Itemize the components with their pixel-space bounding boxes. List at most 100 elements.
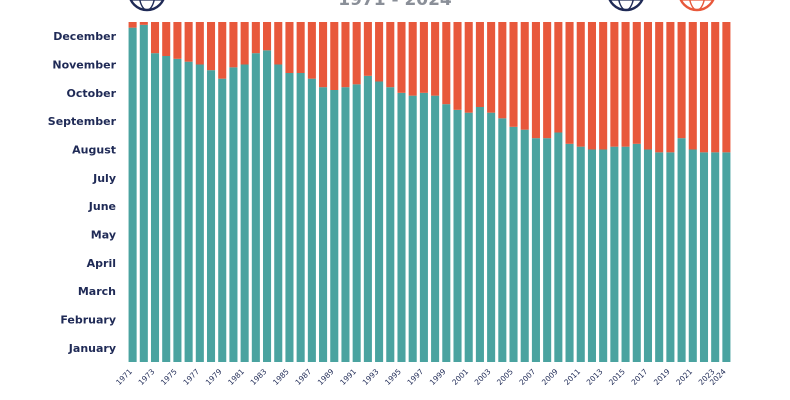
bar-teal-1986 — [296, 73, 305, 362]
bar-orange-2000 — [453, 22, 462, 110]
bar-teal-1976 — [184, 61, 193, 363]
bar-teal-2019 — [666, 152, 675, 362]
year-label-2021: 2021 — [674, 367, 694, 387]
month-label-january: January — [68, 342, 116, 355]
bar-orange-2011 — [576, 22, 585, 147]
month-label-march: March — [78, 285, 116, 298]
bar-orange-2012 — [587, 22, 596, 150]
bar-orange-2018 — [655, 22, 664, 153]
bar-orange-1973 — [150, 22, 160, 54]
bar-orange-2009 — [554, 22, 563, 133]
year-label-2001: 2001 — [450, 367, 470, 387]
bar-teal-2021 — [688, 149, 697, 362]
year-label-1995: 1995 — [383, 367, 403, 387]
month-label-april: April — [87, 257, 116, 270]
bar-teal-1993 — [375, 81, 384, 362]
month-label-august: August — [72, 144, 116, 157]
bar-orange-2013 — [599, 22, 608, 150]
bar-orange-1992 — [363, 22, 372, 76]
bar-orange-1991 — [352, 22, 361, 85]
bar-orange-2016 — [632, 22, 641, 144]
year-label-2019: 2019 — [652, 367, 672, 387]
bar-teal-2017 — [643, 149, 653, 362]
bar-orange-1972 — [139, 22, 148, 25]
bar-orange-1975 — [173, 22, 182, 59]
bar-teal-1980 — [229, 67, 238, 362]
year-label-1979: 1979 — [204, 367, 224, 387]
year-label-2005: 2005 — [495, 367, 515, 387]
bar-teal-1983 — [263, 50, 272, 362]
bar-orange-2001 — [464, 22, 473, 113]
month-label-may: May — [91, 229, 116, 242]
bar-orange-1976 — [184, 22, 193, 62]
bar-orange-2007 — [531, 22, 540, 139]
bar-teal-1979 — [218, 78, 227, 363]
year-label-2015: 2015 — [607, 367, 627, 387]
bar-orange-1987 — [307, 22, 316, 79]
year-label-1985: 1985 — [271, 367, 291, 387]
year-label-1989: 1989 — [316, 367, 336, 387]
month-label-october: October — [67, 87, 117, 100]
x-axis-labels: 1971 1973 1975 1977 1979 1981 1983 1985 1987 1989… — [114, 367, 728, 387]
bar-teal-2022 — [699, 152, 709, 362]
bars — [128, 22, 731, 363]
bar-teal-1977 — [195, 64, 204, 362]
month-label-june: June — [88, 200, 116, 213]
bar-orange-2020 — [677, 22, 686, 139]
bar-teal-1978 — [206, 70, 216, 363]
bar-orange-1980 — [229, 22, 238, 68]
bar-orange-1981 — [240, 22, 249, 65]
bar-orange-2004 — [498, 22, 507, 119]
year-label-1971: 1971 — [114, 367, 134, 387]
bar-teal-1981 — [240, 64, 249, 362]
bar-teal-2003 — [487, 112, 496, 362]
bar-orange-1999 — [442, 22, 451, 105]
bar-orange-1996 — [408, 22, 417, 96]
bar-teal-1985 — [285, 73, 294, 362]
bar-orange-1982 — [251, 22, 260, 54]
bar-teal-1989 — [330, 90, 339, 362]
bar-orange-2003 — [487, 22, 496, 113]
bar-teal-1974 — [162, 56, 171, 362]
bar-orange-1998 — [431, 22, 440, 96]
globe-icon-3 — [679, 0, 715, 12]
month-label-july: July — [92, 172, 116, 185]
year-label-1993: 1993 — [361, 367, 381, 387]
bar-teal-2023 — [711, 152, 720, 362]
year-label-1981: 1981 — [226, 367, 246, 387]
bar-teal-1988 — [319, 87, 328, 363]
bar-orange-2002 — [475, 22, 484, 107]
bar-orange-2019 — [666, 22, 675, 153]
bar-orange-1984 — [274, 22, 283, 65]
bar-orange-2006 — [520, 22, 529, 130]
year-label-2003: 2003 — [473, 367, 493, 387]
bar-teal-2007 — [531, 138, 540, 362]
chart-subtitle: 1971 - 2024 — [338, 0, 452, 10]
bar-orange-1979 — [218, 22, 227, 79]
year-label-1973: 1973 — [137, 367, 157, 387]
bar-orange-1971 — [128, 22, 137, 28]
bar-teal-2011 — [576, 146, 585, 362]
bar-teal-2012 — [587, 149, 596, 362]
year-label-1975: 1975 — [159, 367, 179, 387]
bar-teal-1975 — [173, 58, 182, 362]
bar-teal-1973 — [150, 53, 160, 363]
bar-teal-2016 — [632, 143, 641, 362]
bar-teal-2001 — [464, 112, 473, 362]
month-label-february: February — [60, 314, 116, 327]
year-label-1991: 1991 — [338, 367, 358, 387]
bar-teal-2008 — [543, 138, 552, 362]
bar-teal-2020 — [677, 138, 686, 362]
bar-orange-1988 — [319, 22, 328, 88]
bar-teal-1982 — [251, 53, 260, 363]
bar-orange-2021 — [688, 22, 697, 150]
bar-orange-1985 — [285, 22, 294, 73]
bar-orange-1983 — [263, 22, 272, 51]
bar-teal-1972 — [139, 24, 148, 363]
logos — [129, 0, 715, 12]
bar-orange-2008 — [543, 22, 552, 139]
bar-teal-2013 — [599, 149, 608, 362]
bar-teal-1995 — [397, 92, 406, 362]
year-label-1997: 1997 — [405, 367, 425, 387]
year-label-1983: 1983 — [249, 367, 269, 387]
